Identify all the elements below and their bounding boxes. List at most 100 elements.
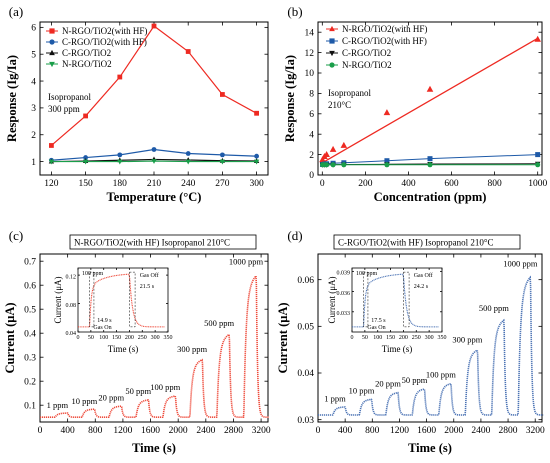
concentration-label: 20 ppm	[375, 379, 401, 389]
inset-d: 0 50 100 150 200 250 300 350 0.033 0.036 0.039 Time…	[327, 264, 448, 354]
x-tick-label: 0	[77, 335, 80, 341]
y-axis-label: Current (μA)	[276, 302, 290, 373]
y-tick-label: 0.7	[24, 257, 36, 267]
inset-c: 0 50 100 150 200 250 300 350 0.04 0.08 0.12 Time (s…	[53, 264, 174, 354]
data-point	[384, 162, 390, 168]
data-point	[319, 156, 326, 163]
data-point	[220, 152, 225, 158]
data-point	[427, 162, 433, 168]
data-point	[535, 152, 541, 158]
y-tick-label: 0.033	[337, 311, 351, 317]
legend-marker	[49, 39, 55, 45]
data-point	[330, 162, 336, 168]
legend-marker	[329, 50, 335, 57]
response-time-box	[363, 271, 369, 328]
data-point	[323, 151, 330, 157]
y-tick-label: 8	[309, 90, 314, 100]
legend-label: C-RGO/TiO2(with HF)	[62, 37, 147, 47]
fit-line	[321, 37, 539, 164]
concentration-label: 1000 ppm	[503, 258, 538, 268]
data-point	[253, 159, 260, 165]
panel-a: (a) 120 150 180 210 240 270 300 1 2 3 4 5 6 Temperatur…	[5, 4, 269, 204]
data-point	[340, 141, 348, 148]
plot-frame	[317, 21, 543, 176]
inset-conc-label: 100 ppm	[356, 271, 378, 277]
x-tick-label: 0	[320, 179, 325, 189]
data-point	[117, 152, 123, 158]
data-point	[82, 159, 89, 165]
x-axis-label: Temperature (°C)	[107, 190, 202, 204]
y-tick-label: 0.05	[297, 323, 314, 333]
y-tick-label: 0.039	[337, 271, 351, 277]
panel-b: (b) 0 200 400 600 800 1000 0 2 4 6 8 10 12 14 Concentra…	[283, 4, 547, 204]
panel-label-c: (c)	[9, 228, 23, 243]
inset-trace	[78, 273, 166, 328]
plot-frame	[39, 253, 269, 423]
x-tick-label: 600	[444, 179, 459, 189]
y-tick-label: 6	[31, 24, 36, 34]
x-tick-label: 0	[351, 335, 354, 341]
data-point	[151, 23, 157, 29]
plot-frame	[77, 267, 169, 333]
annotation-conc: 300 ppm	[48, 104, 80, 114]
data-point	[254, 153, 259, 159]
x-axis-label: Time (s)	[108, 344, 138, 354]
x-tick-label: 250	[138, 335, 147, 341]
data-point	[254, 110, 259, 116]
y-tick-label: 0.1	[24, 401, 36, 411]
inset-background	[330, 264, 448, 352]
data-point	[185, 151, 191, 156]
y-tick-label: 4	[31, 77, 36, 87]
y-tick-label: 0.08	[66, 303, 77, 309]
legend-marker	[49, 28, 55, 34]
x-tick-label: 0	[316, 426, 321, 436]
y-tick-label: 6	[309, 110, 314, 120]
legend-label: N-RGO/TiO2(with HF)	[62, 26, 147, 36]
concentration-label: 500 ppm	[479, 303, 509, 313]
legend-marker	[49, 49, 55, 56]
concentration-label: 10 ppm	[71, 396, 97, 406]
legend-marker	[329, 25, 335, 32]
y-axis-label: Current (μA)	[3, 302, 17, 373]
x-tick-label: 1600	[141, 426, 160, 436]
inset-conc-label: 100 ppm	[82, 271, 104, 277]
x-tick-label: 250	[412, 335, 421, 341]
legend-marker	[329, 38, 335, 44]
concentration-label: 1 ppm	[324, 394, 346, 404]
data-point	[427, 156, 433, 162]
x-tick-label: 150	[386, 335, 395, 341]
inset-background	[56, 264, 174, 352]
data-point	[185, 159, 191, 165]
x-tick-label: 2000	[444, 426, 463, 436]
x-tick-label: 1600	[417, 426, 436, 436]
legend-label: C-RGO/TiO2	[62, 48, 111, 58]
recovery-time-box	[403, 271, 410, 328]
concentration-label: 100 ppm	[150, 382, 180, 392]
panel-label-b: (b)	[287, 4, 302, 19]
data-point	[48, 159, 55, 165]
y-tick-label: 14	[305, 28, 315, 38]
plot-frame	[351, 267, 443, 333]
recovery-time-label: 21.5 s	[140, 284, 155, 290]
y-tick-label: 12	[305, 49, 315, 59]
y-axis-label: Response (Ig/Ia)	[5, 55, 19, 142]
annotation-gas: Isopropanol	[328, 88, 371, 98]
y-tick-label: 0.2	[24, 377, 36, 387]
annotation-temp: 210°C	[328, 100, 351, 110]
x-tick-label: 2800	[499, 426, 518, 436]
x-tick-label: 1200	[113, 426, 132, 436]
x-tick-label: 300	[151, 335, 160, 341]
x-tick-label: 400	[338, 426, 353, 436]
x-tick-label: 800	[487, 179, 502, 189]
x-tick-label: 3200	[526, 426, 545, 436]
x-tick-label: 350	[438, 335, 447, 341]
data-point	[117, 159, 123, 165]
x-tick-label: 150	[78, 179, 93, 189]
y-tick-label: 0.036	[337, 291, 351, 297]
y-tick-label: 0.06	[297, 276, 314, 286]
panel-title: C-RGO/TiO2(with HF) Isopropanol 210°C	[338, 238, 494, 248]
concentration-label: 300 ppm	[177, 344, 207, 354]
concentration-label: 1000 ppm	[229, 257, 264, 267]
concentration-label: 20 ppm	[98, 393, 124, 403]
